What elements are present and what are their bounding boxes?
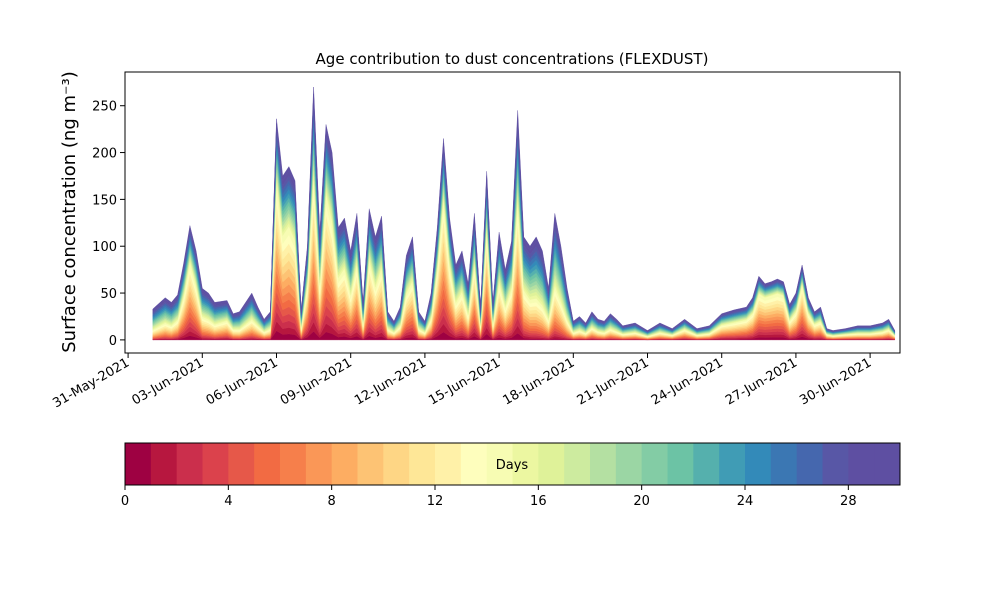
colorbar-segment xyxy=(538,443,565,485)
colorbar-segment xyxy=(667,443,694,485)
colorbar-ticks: 0 4 8 12 16 20 24 28 xyxy=(121,485,857,509)
colorbar-segment xyxy=(331,443,358,485)
colorbar-frame xyxy=(124,442,901,486)
colorbar-segment xyxy=(150,443,178,485)
colorbar-tick-label: 28 xyxy=(840,494,857,509)
colorbar-segment xyxy=(564,443,591,485)
colorbar-segment xyxy=(280,443,307,485)
y-tick-label: 200 xyxy=(92,147,117,162)
colorbar-segment xyxy=(202,443,229,485)
colorbar-tick-label: 16 xyxy=(530,494,547,509)
x-tick-label: 12-Jun-2021 xyxy=(352,355,429,408)
x-tick-label: 09-Jun-2021 xyxy=(278,355,355,408)
colorbar-segment xyxy=(176,443,203,485)
x-tick-label: 03-Jun-2021 xyxy=(129,355,206,408)
colorbar-segment xyxy=(745,443,772,485)
colorbar-segment xyxy=(512,443,539,485)
colorbar-tick-label: 8 xyxy=(328,494,336,509)
colorbar-segment xyxy=(770,443,798,485)
stacked-area-layers xyxy=(152,86,895,341)
colorbar-segment xyxy=(125,443,152,485)
x-tick-label: 24-Jun-2021 xyxy=(649,355,726,408)
colorbar-segment xyxy=(409,443,436,485)
y-tick-label: 150 xyxy=(92,193,117,208)
y-tick-label: 100 xyxy=(92,240,117,255)
colorbar xyxy=(125,443,901,485)
colorbar-segment xyxy=(848,443,875,485)
colorbar-segment xyxy=(228,443,255,485)
colorbar-segment xyxy=(796,443,823,485)
y-axis-ticks: 0 50 100 150 200 250 xyxy=(92,100,125,349)
area-layer-day-29 xyxy=(152,86,895,332)
y-tick-label: 250 xyxy=(92,100,117,115)
x-axis-ticks: 31-May-202103-Jun-202106-Jun-202109-Jun-… xyxy=(50,353,874,411)
colorbar-segment xyxy=(460,443,488,485)
x-tick-label: 27-Jun-2021 xyxy=(723,355,800,408)
x-tick-label: 15-Jun-2021 xyxy=(426,355,503,408)
colorbar-segment xyxy=(590,443,617,485)
colorbar-segment xyxy=(719,443,746,485)
x-tick-label: 30-Jun-2021 xyxy=(797,355,874,408)
colorbar-segment xyxy=(822,443,849,485)
colorbar-segment xyxy=(254,443,281,485)
x-tick-label: 31-May-2021 xyxy=(50,355,132,411)
colorbar-segment xyxy=(874,443,901,485)
colorbar-segment xyxy=(383,443,410,485)
x-tick-label: 18-Jun-2021 xyxy=(500,355,577,408)
colorbar-segment xyxy=(486,443,513,485)
colorbar-segment xyxy=(305,443,333,485)
colorbar-label: Days xyxy=(496,458,529,473)
colorbar-segment xyxy=(641,443,668,485)
colorbar-segment xyxy=(435,443,462,485)
colorbar-tick-label: 20 xyxy=(633,494,650,509)
plot-frame xyxy=(124,71,901,354)
colorbar-tick-label: 12 xyxy=(427,494,444,509)
y-axis-label: Surface concentration (ng m⁻³) xyxy=(59,71,80,353)
x-tick-label: 06-Jun-2021 xyxy=(204,355,281,408)
colorbar-segment xyxy=(357,443,384,485)
x-tick-label: 21-Jun-2021 xyxy=(575,355,652,408)
y-tick-label: 50 xyxy=(100,287,117,302)
chart-title: Age contribution to dust concentrations … xyxy=(316,50,709,68)
colorbar-tick-label: 4 xyxy=(224,494,232,509)
y-tick-label: 0 xyxy=(109,334,117,349)
colorbar-segment xyxy=(693,443,720,485)
colorbar-tick-label: 24 xyxy=(737,494,754,509)
colorbar-tick-label: 0 xyxy=(121,494,129,509)
colorbar-segment xyxy=(615,443,643,485)
